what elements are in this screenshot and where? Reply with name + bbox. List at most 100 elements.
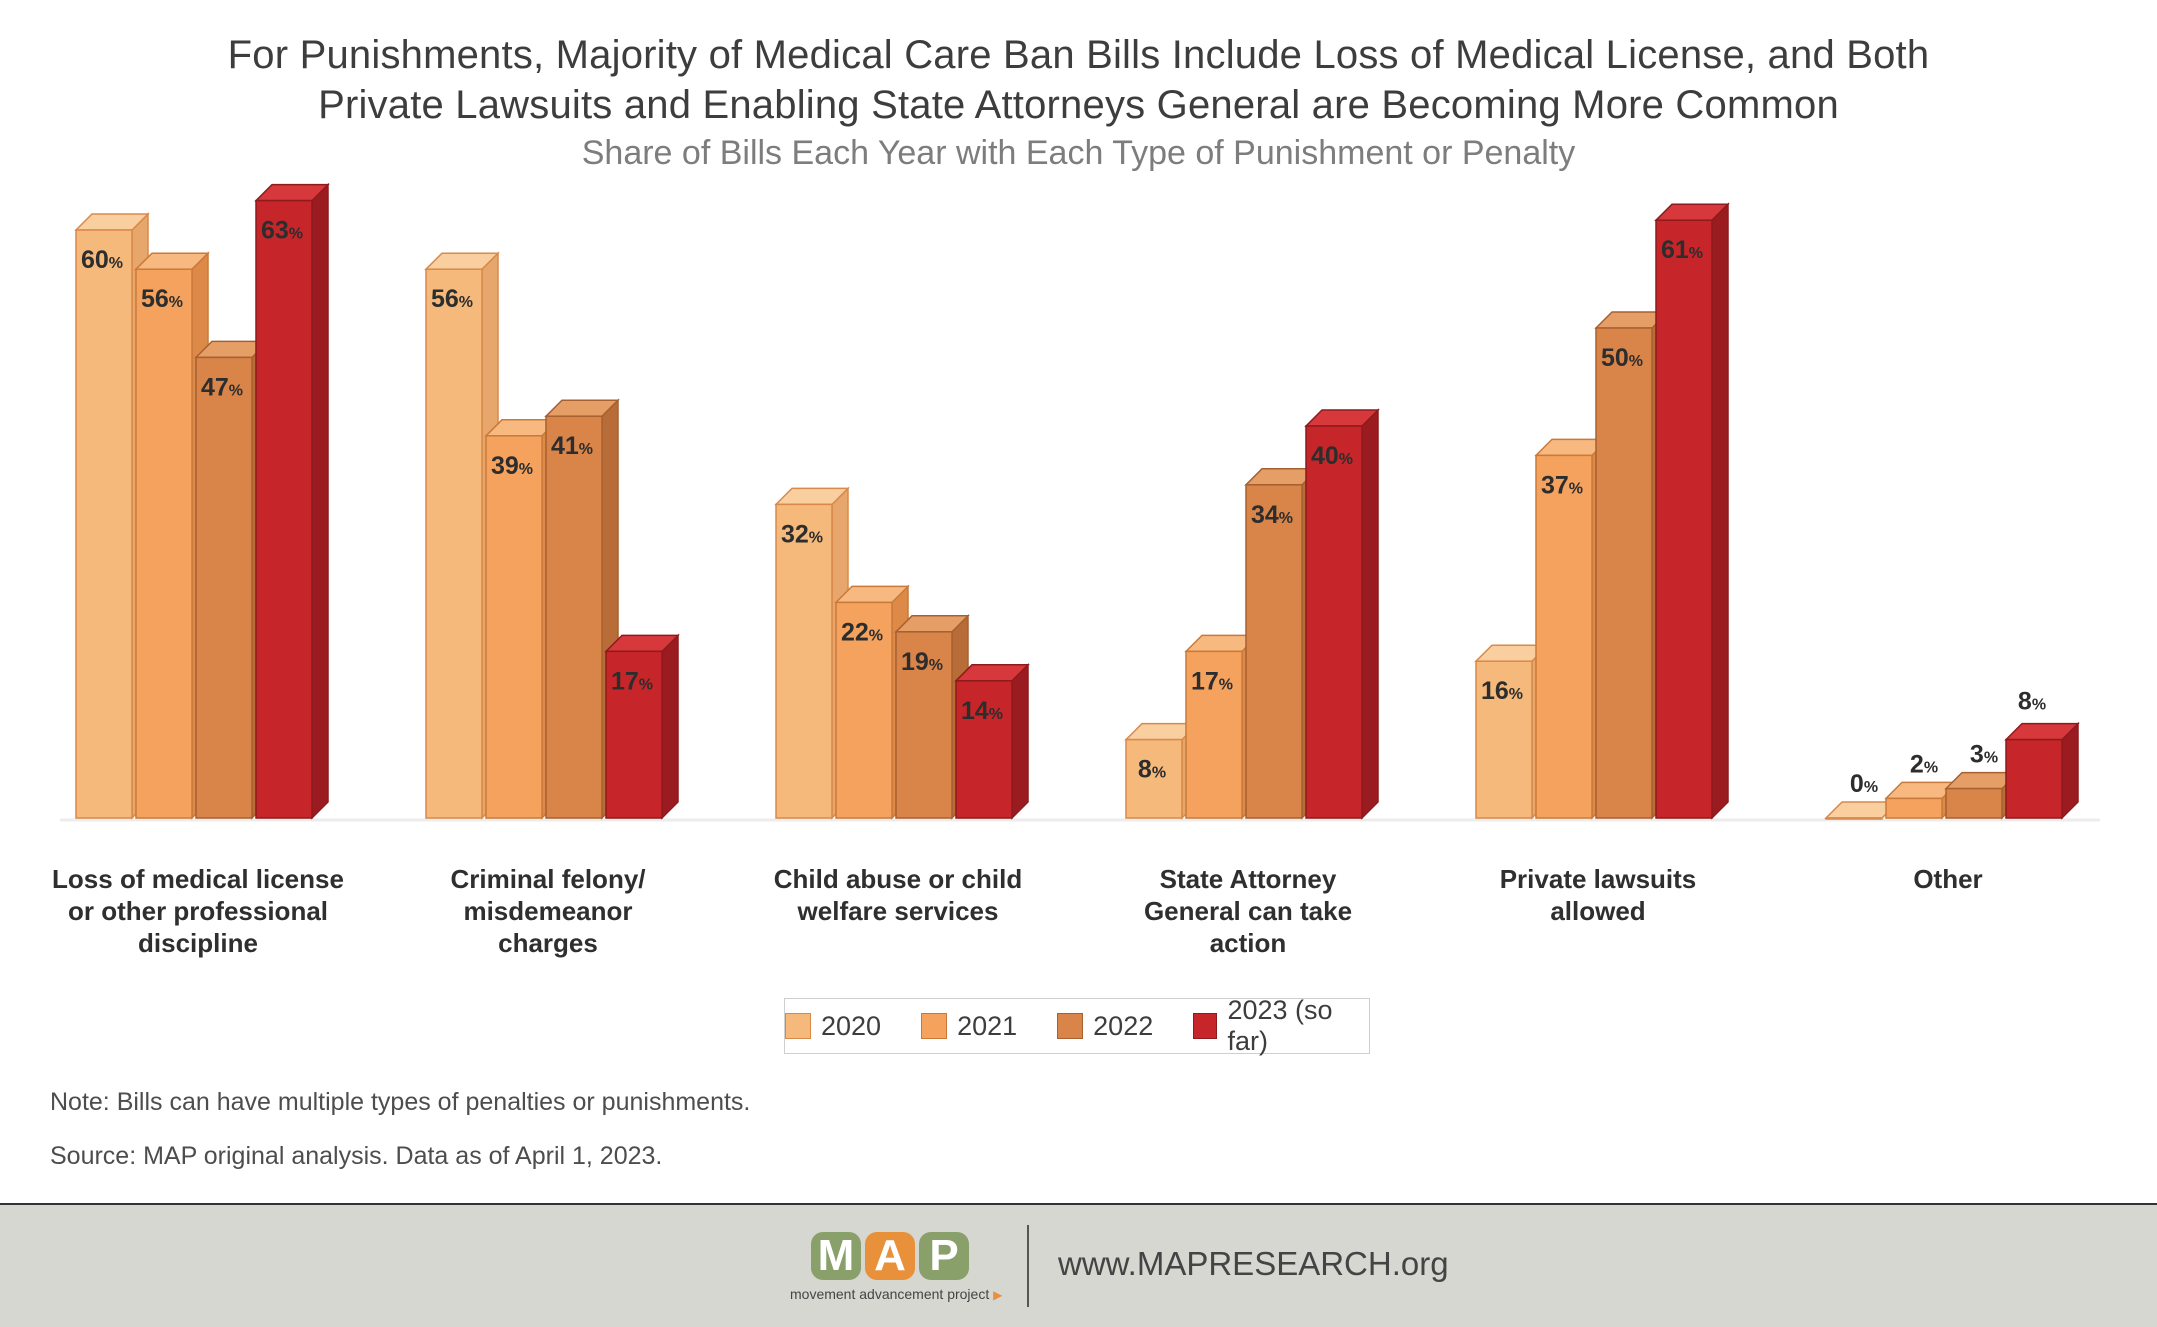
data-label: 17% <box>611 667 653 695</box>
category-label-line: charges <box>498 928 598 958</box>
chart-subtitle: Share of Bills Each Year with Each Type … <box>581 134 1576 172</box>
bar-front <box>605 650 663 819</box>
data-label: 19% <box>901 648 943 676</box>
bar-front <box>1245 484 1303 819</box>
legend-label-2021: 2021 <box>957 1010 1018 1041</box>
bar-2-2: 19% <box>894 613 970 820</box>
chart-title-line-1: For Punishments, Majority of Medical Car… <box>227 33 1930 77</box>
bar-front <box>835 601 893 819</box>
bar-side <box>1361 408 1379 820</box>
bar-front <box>1595 327 1653 819</box>
data-label: 32% <box>781 520 823 548</box>
bar-side <box>1011 662 1029 820</box>
chart-source: Source: MAP original analysis. Data as o… <box>50 1142 663 1170</box>
category-label-line: action <box>1209 928 1287 958</box>
bar-front <box>1125 738 1183 819</box>
bar-front <box>75 229 133 819</box>
bar-front <box>1655 219 1713 819</box>
bar-front <box>955 680 1013 819</box>
data-label: 60% <box>81 246 123 274</box>
data-label: 40% <box>1311 442 1353 470</box>
map-logo[interactable]: M A P movement advancement project ▶ <box>790 1232 1002 1312</box>
legend-item-2023: 2023 (so far) <box>1193 995 1369 1057</box>
data-label: 14% <box>961 697 1003 725</box>
category-label-2: Child abuse or child welfare services <box>733 863 1063 927</box>
category-label-line: misdemeanor <box>463 896 633 926</box>
data-label: 61% <box>1661 236 1703 264</box>
chart-note: Note: Bills can have multiple types of p… <box>50 1088 751 1116</box>
data-label: 3% <box>1970 741 1998 769</box>
data-label: 34% <box>1251 501 1293 529</box>
legend-item-2022: 2022 <box>1057 1011 1153 1042</box>
category-label-line: allowed <box>1550 896 1646 926</box>
legend-item-2020: 2020 <box>785 1011 881 1042</box>
category-label-line: General can take <box>1143 896 1353 926</box>
category-label-line: Criminal felony/ <box>450 864 646 894</box>
bar-front <box>135 268 193 819</box>
data-label: 2% <box>1910 750 1938 778</box>
category-label-3: State Attorney General can take action <box>1083 863 1413 959</box>
bar-2-3: 14% <box>954 662 1030 820</box>
bar-front <box>1535 454 1593 819</box>
data-label: 22% <box>841 618 883 646</box>
category-label-0: Loss of medical license or other professi… <box>33 863 363 959</box>
legend-swatch-2022 <box>1057 1013 1084 1039</box>
bar-front <box>1475 660 1533 819</box>
bar-4-0: 16% <box>1474 643 1550 820</box>
legend: 2020 2021 2022 2023 (so far) <box>784 995 1370 1057</box>
bar-front <box>895 631 953 819</box>
data-label: 37% <box>1541 471 1583 499</box>
bar-1-0: 56% <box>424 251 500 820</box>
logo-tagline-text: movement advancement project <box>790 1286 990 1302</box>
legend-swatch-2021 <box>921 1013 948 1039</box>
bar-side <box>661 633 679 820</box>
legend-swatch-2020 <box>785 1013 811 1039</box>
data-label: 63% <box>261 217 303 245</box>
data-label: 8% <box>2018 688 2046 716</box>
category-label-line: Other <box>1913 864 1983 894</box>
bar-front <box>775 503 833 819</box>
website-link[interactable]: www.MAPRESEARCH.org <box>1058 1245 1449 1282</box>
data-label: 0% <box>1850 770 1878 798</box>
logo-tagline: movement advancement project ▶ <box>790 1286 1002 1302</box>
bar-front <box>1885 797 1943 819</box>
legend-swatch-2023 <box>1193 1013 1218 1039</box>
category-label-5: Other <box>1783 863 2113 895</box>
bar-4-3: 61% <box>1654 202 1730 820</box>
bar-3-3: 40% <box>1304 408 1380 820</box>
category-label-line: State Attorney <box>1159 864 1337 894</box>
legend-item-2021: 2021 <box>921 1011 1017 1042</box>
category-label-1: Criminal felony/misdemeanor charges <box>383 863 713 959</box>
category-label-line: or other professional <box>67 896 329 926</box>
bar-1-1: 39% <box>484 417 560 820</box>
category-label-line: Private lawsuits <box>1499 864 1697 894</box>
data-label: 47% <box>201 373 243 401</box>
bar-front <box>425 268 483 819</box>
bar-0-3: 63% <box>254 182 330 820</box>
bar-front <box>485 435 543 819</box>
play-triangle-icon: ▶ <box>993 1288 1003 1302</box>
data-label: 8% <box>1138 756 1166 784</box>
bar-front <box>1825 817 1883 820</box>
bar-front <box>1305 425 1363 819</box>
bar-front <box>1185 650 1243 819</box>
category-label-line: Child abuse or child <box>773 864 1023 894</box>
footer-divider <box>1027 1225 1029 1307</box>
legend-label-2022: 2022 <box>1093 1010 1154 1041</box>
data-label: 41% <box>551 432 593 460</box>
bar-1-3: 17% <box>604 633 680 820</box>
bar-front <box>1945 787 2003 819</box>
legend-label-2020: 2020 <box>821 1010 882 1041</box>
logo-letter-m: M <box>811 1232 861 1280</box>
logo-letter-a: A <box>865 1232 915 1280</box>
data-label: 17% <box>1191 667 1233 695</box>
bar-side <box>311 182 329 820</box>
category-label-line: welfare services <box>797 896 999 926</box>
data-label: 50% <box>1601 344 1643 372</box>
logo-letter-p: P <box>919 1232 969 1280</box>
data-label: 39% <box>491 452 533 480</box>
category-label-line: Loss of medical license <box>52 864 344 894</box>
bar-front <box>195 356 253 819</box>
chart-title-line-2: Private Lawsuits and Enabling State Atto… <box>318 83 1839 127</box>
bar-front <box>545 415 603 819</box>
